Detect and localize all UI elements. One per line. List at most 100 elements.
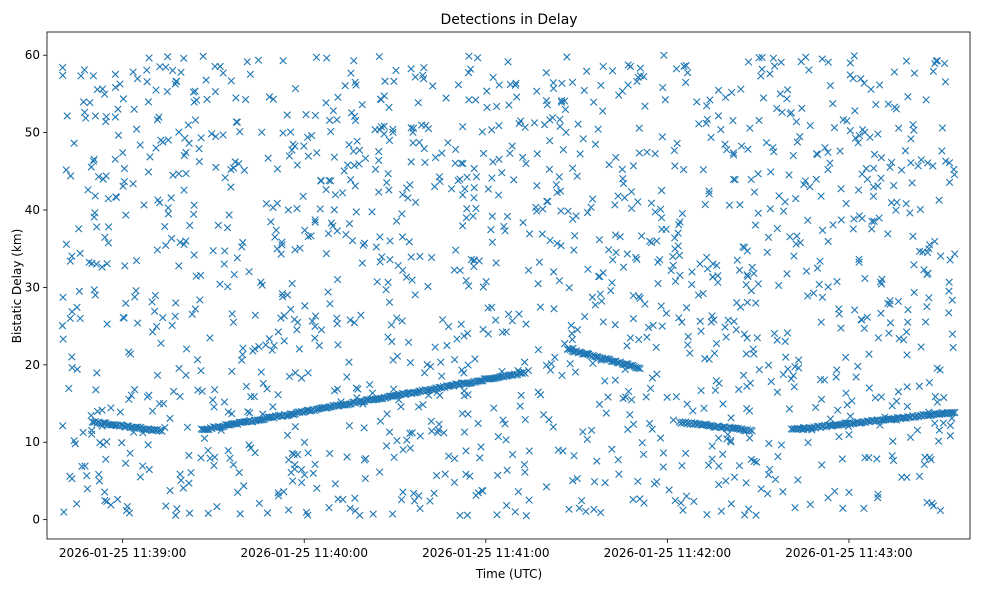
detection-point [62, 166, 70, 174]
detection-point [317, 326, 326, 334]
detection-point [197, 366, 205, 375]
detection-point [612, 153, 620, 162]
detection-point [265, 93, 274, 101]
detection-point [857, 75, 865, 83]
detection-point [852, 373, 860, 381]
detection-point [270, 341, 278, 350]
detection-point [185, 139, 193, 147]
detection-point [673, 139, 681, 148]
detection-point [240, 166, 249, 174]
detection-point [730, 473, 739, 481]
detection-point [334, 495, 342, 503]
detection-point [297, 374, 306, 382]
detection-point [579, 135, 587, 143]
detection-point [681, 78, 690, 87]
detection-point [490, 404, 498, 412]
detection-point [682, 304, 691, 312]
detection-point [227, 77, 236, 85]
detection-point [817, 192, 825, 200]
detection-point [789, 151, 798, 160]
detection-point [132, 125, 141, 133]
detection-point [227, 183, 235, 191]
detection-point [616, 233, 624, 241]
detection-point [404, 194, 412, 202]
detection-point [91, 192, 99, 200]
detection-point [299, 192, 307, 201]
detection-point [854, 139, 862, 147]
detection-point [415, 138, 423, 147]
detection-point [890, 68, 899, 76]
detection-point [671, 277, 680, 286]
detection-point [125, 395, 133, 404]
detection-point [836, 147, 844, 155]
detection-point [437, 358, 445, 366]
detection-point [350, 161, 359, 170]
detection-point [777, 441, 786, 449]
detection-point [280, 337, 288, 345]
track-detection-point [267, 413, 275, 422]
detection-point [754, 280, 762, 288]
detection-point [946, 421, 955, 430]
detection-point [950, 170, 959, 179]
detection-point [820, 376, 829, 384]
detection-point [121, 262, 129, 270]
detection-point [590, 477, 599, 486]
detection-point [462, 447, 470, 455]
detection-point [683, 400, 691, 408]
detection-point [663, 393, 671, 401]
detection-point [251, 345, 259, 353]
detection-point [470, 164, 478, 173]
detection-point [330, 153, 339, 161]
detection-point [570, 246, 578, 254]
detection-point [651, 150, 659, 158]
detection-point [90, 155, 98, 163]
detection-point [671, 245, 679, 253]
detection-point [877, 154, 886, 162]
detection-point [909, 232, 917, 240]
detection-point [438, 316, 447, 324]
detection-point [302, 110, 310, 119]
detection-point [204, 509, 212, 517]
detection-point [307, 131, 316, 140]
detection-point [824, 237, 832, 246]
detection-point [166, 486, 174, 495]
detection-point [516, 402, 524, 410]
detection-point [382, 286, 390, 294]
detection-point [608, 278, 616, 287]
detection-point [536, 303, 545, 311]
detection-point [488, 174, 496, 182]
detection-point [293, 161, 302, 169]
detection-point [855, 258, 863, 266]
track-detection-point [591, 352, 599, 361]
detection-point [783, 270, 791, 278]
detection-point [577, 496, 586, 505]
detection-point [407, 124, 415, 132]
detection-point [702, 102, 711, 110]
detection-point [274, 492, 283, 500]
detection-point [706, 96, 714, 104]
detection-point [469, 212, 477, 220]
detection-point [679, 506, 687, 515]
detection-point [903, 402, 912, 411]
detection-point [945, 159, 954, 167]
detection-point [725, 201, 734, 209]
detection-point [711, 386, 720, 394]
detection-point [279, 57, 287, 65]
detection-point [796, 132, 804, 141]
detection-point [153, 116, 162, 124]
track-detection-point [155, 427, 163, 435]
detection-point [546, 136, 554, 145]
detection-point [719, 400, 727, 408]
detection-point [196, 271, 205, 280]
detection-point [242, 382, 251, 391]
detection-point [291, 246, 299, 254]
detection-point [721, 323, 729, 331]
detection-point [230, 270, 238, 279]
detection-point [478, 486, 486, 495]
detection-point [460, 332, 468, 340]
detection-point [833, 277, 841, 286]
track-detection-point [805, 424, 814, 432]
detection-point [877, 393, 886, 401]
detection-point [144, 168, 153, 176]
detection-point [838, 455, 847, 463]
